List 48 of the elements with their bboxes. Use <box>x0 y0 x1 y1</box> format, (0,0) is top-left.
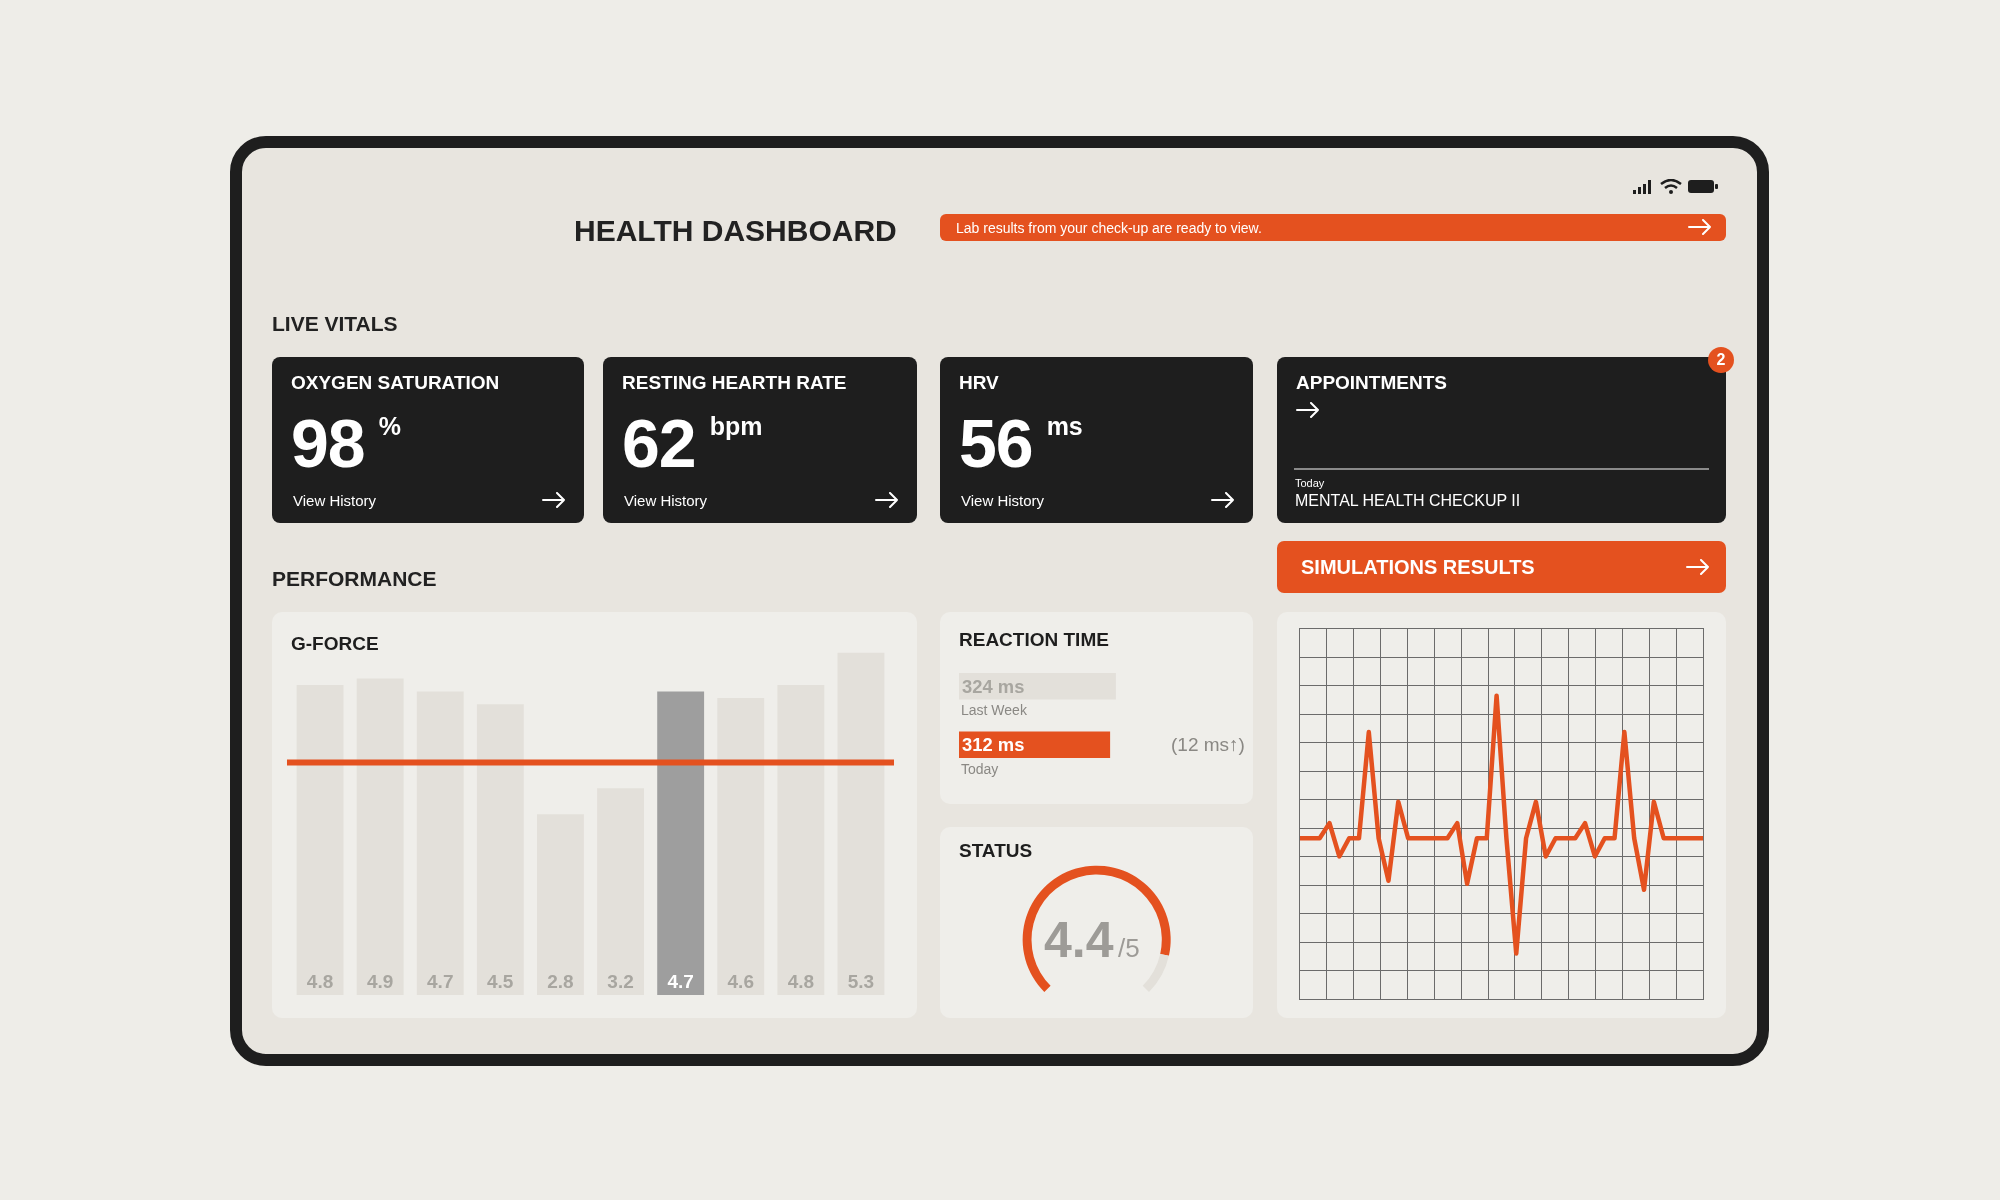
text: Lab results from your check-up are ready to view. <box>956 220 1262 236</box>
bar <box>657 691 705 995</box>
data-label: 2.8 <box>547 971 574 992</box>
text: OXYGEN SATURATION <box>291 372 500 393</box>
data-label: 4.5 <box>486 971 514 992</box>
data-label: 324 ms <box>962 675 1025 697</box>
bar <box>296 684 344 995</box>
data-label: 5.3 <box>847 971 875 992</box>
text: (12 ms↑) <box>1171 734 1245 755</box>
text: RESTING HEARTH RATE <box>622 372 847 393</box>
text: 62 <box>622 405 696 481</box>
bar <box>356 678 404 995</box>
chart-title: G-FORCE <box>291 632 379 654</box>
data-label: 3.2 <box>607 971 634 992</box>
text: PERFORMANCE <box>272 567 437 590</box>
text: LIVE VITALS <box>272 312 398 335</box>
chart-title: STATUS <box>959 839 1033 861</box>
data-label: 4.6 <box>727 971 754 992</box>
text: ms <box>1046 412 1083 440</box>
y-tick-label: Last Week <box>961 702 1028 718</box>
bar <box>837 652 885 995</box>
data-label: 312 ms <box>962 734 1025 756</box>
text: % <box>378 412 401 440</box>
text: View History <box>624 492 708 509</box>
text: /5 <box>1118 933 1140 963</box>
data-label: 4.9 <box>366 971 394 992</box>
text: View History <box>961 492 1045 509</box>
bar <box>717 697 765 995</box>
text: 56 <box>959 405 1033 481</box>
bar <box>416 691 464 995</box>
data-label: 4.7 <box>427 971 454 992</box>
text: bpm <box>709 412 763 440</box>
text: Today <box>1295 477 1325 489</box>
text: View History <box>293 492 377 509</box>
text: HEALTH DASHBOARD <box>574 214 897 247</box>
bar <box>476 704 524 995</box>
data-label: 4.7 <box>667 971 694 992</box>
text: 98 <box>291 405 365 481</box>
chart-title: REACTION TIME <box>959 628 1109 650</box>
text: APPOINTMENTS <box>1296 372 1447 393</box>
text: MENTAL HEALTH CHECKUP II <box>1295 492 1521 509</box>
text: HRV <box>959 372 999 393</box>
data-label: 4.8 <box>306 971 334 992</box>
bar <box>777 684 825 995</box>
text: 4.4 <box>1044 912 1114 968</box>
data-label: 4.8 <box>787 971 815 992</box>
text: 2 <box>1715 351 1727 368</box>
text: SIMULATIONS RESULTS <box>1301 556 1535 578</box>
